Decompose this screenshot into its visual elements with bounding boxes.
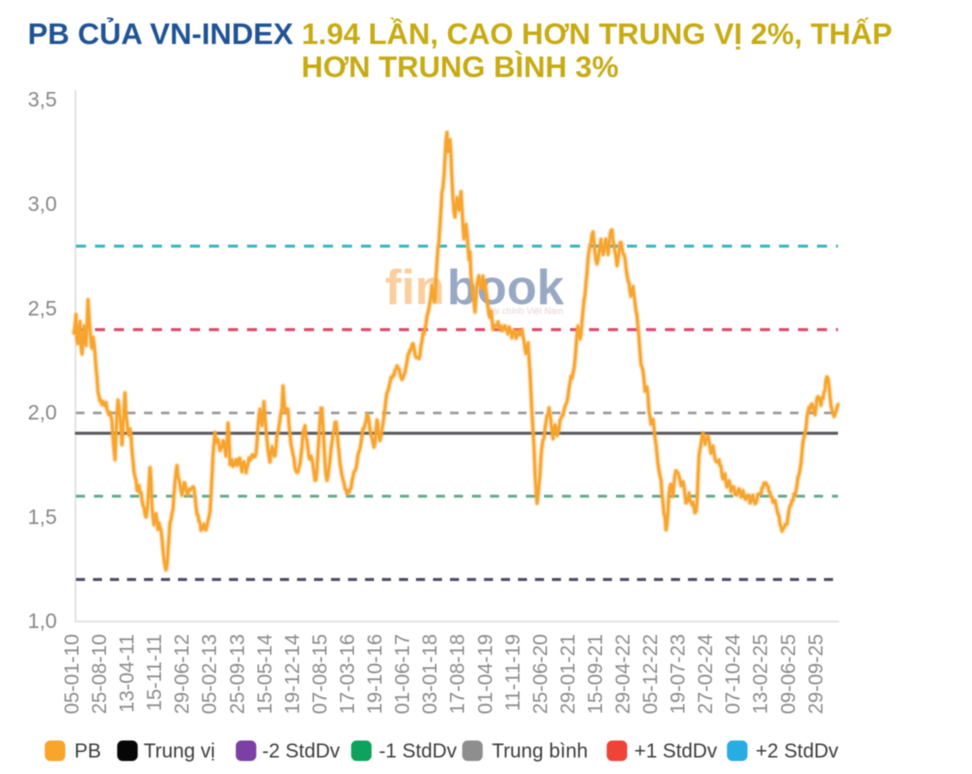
svg-text:05-02-13: 05-02-13 (199, 634, 221, 714)
svg-text:-2 StdDv: -2 StdDv (262, 740, 340, 762)
svg-text:19-10-16: 19-10-16 (365, 634, 387, 714)
svg-text:25-06-20: 25-06-20 (530, 634, 552, 714)
svg-text:PB: PB (74, 740, 101, 762)
svg-text:25-08-10: 25-08-10 (89, 634, 111, 714)
svg-text:+1 StdDv: +1 StdDv (634, 740, 717, 762)
svg-text:1,5: 1,5 (28, 506, 57, 529)
svg-text:07-10-24: 07-10-24 (723, 634, 745, 714)
svg-text:29-01-21: 29-01-21 (557, 634, 579, 714)
svg-text:27-02-24: 27-02-24 (695, 634, 717, 714)
svg-text:11-11-19: 11-11-19 (502, 634, 524, 711)
svg-text:15-05-14: 15-05-14 (254, 634, 276, 714)
svg-text:Trung vị: Trung vị (144, 740, 216, 762)
svg-text:07-08-15: 07-08-15 (310, 634, 332, 714)
svg-text:17-08-18: 17-08-18 (447, 634, 469, 714)
svg-text:1,0: 1,0 (28, 610, 57, 633)
svg-text:09-06-25: 09-06-25 (778, 634, 800, 714)
svg-text:01-06-17: 01-06-17 (392, 634, 414, 714)
svg-text:19-12-14: 19-12-14 (282, 634, 304, 714)
svg-text:29-04-22: 29-04-22 (613, 634, 635, 714)
svg-text:17-03-16: 17-03-16 (337, 634, 359, 714)
svg-text:-1 StdDv: -1 StdDv (379, 740, 457, 762)
svg-text:PB CỦA VN-INDEX 1.94 LẦN, CAO: PB CỦA VN-INDEX 1.94 LẦN, CAO HƠN TRUNG … (28, 17, 893, 51)
svg-text:HƠN TRUNG BÌNH 3%: HƠN TRUNG BÌNH 3% (301, 50, 618, 84)
svg-text:15-09-21: 15-09-21 (585, 634, 607, 714)
svg-text:3,5: 3,5 (28, 89, 57, 112)
svg-text:2,0: 2,0 (28, 402, 57, 425)
svg-text:29-09-25: 29-09-25 (805, 634, 827, 714)
svg-text:book: book (447, 261, 565, 315)
svg-text:13-02-25: 13-02-25 (750, 634, 772, 714)
svg-text:19-07-23: 19-07-23 (668, 634, 690, 714)
svg-text:Tài chính Việt Nam: Tài chính Việt Nam (487, 306, 563, 316)
svg-text:13-04-11: 13-04-11 (117, 634, 139, 713)
svg-text:05-01-10: 05-01-10 (62, 634, 84, 714)
svg-text:15-11-11: 15-11-11 (144, 634, 166, 711)
svg-text:03-01-18: 03-01-18 (420, 634, 442, 714)
svg-text:+2 StdDv: +2 StdDv (756, 740, 839, 762)
svg-text:2,5: 2,5 (28, 297, 57, 320)
svg-text:01-04-19: 01-04-19 (475, 634, 497, 714)
svg-text:3,0: 3,0 (28, 193, 57, 216)
svg-text:05-12-22: 05-12-22 (640, 634, 662, 714)
svg-text:29-06-12: 29-06-12 (172, 634, 194, 714)
svg-text:Trung bình: Trung bình (492, 740, 588, 762)
svg-text:25-09-13: 25-09-13 (227, 634, 249, 714)
